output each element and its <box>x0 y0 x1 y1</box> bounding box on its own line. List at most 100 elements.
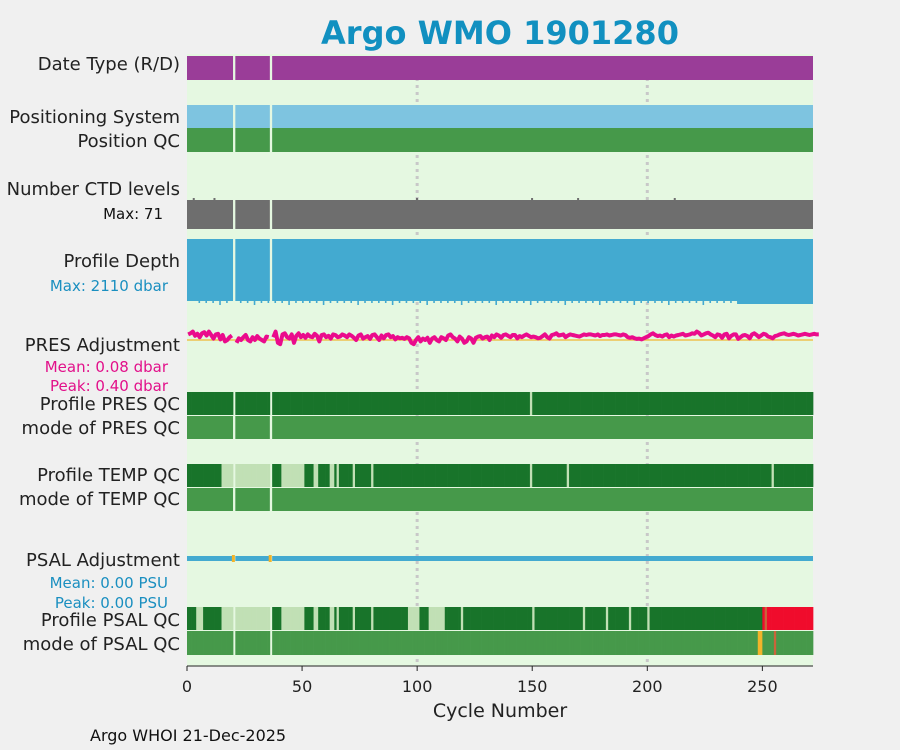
psal-profile-qc-cell <box>414 607 418 630</box>
psal-profile-qc-cell <box>674 607 678 630</box>
psal-mode-qc-cell <box>605 631 609 655</box>
pres-profile-qc-cell <box>451 392 455 415</box>
psal-mode-qc-cell <box>617 631 621 655</box>
temp-profile-qc-cell <box>327 464 331 487</box>
temp-profile-qc-cell <box>311 464 314 487</box>
psal-mode-qc-cell <box>555 631 558 655</box>
psal-mode-qc-cell <box>760 631 763 655</box>
pres-profile-qc-cell <box>430 392 434 415</box>
psal-profile-qc-cell <box>396 607 400 630</box>
pres-profile-qc-cell <box>730 392 733 415</box>
depth-shallow-mark <box>543 301 546 303</box>
psal-profile-qc-cell <box>322 607 326 630</box>
psal-profile-qc-cell <box>334 607 337 630</box>
temp-profile-qc-cell <box>389 464 393 487</box>
label-mode-temp-qc: mode of TEMP QC <box>19 489 180 510</box>
temp-profile-qc-cell <box>753 464 756 487</box>
pres-profile-qc-cell <box>668 392 671 415</box>
psal-profile-qc-cell <box>681 607 685 630</box>
pres-profile-qc-cell <box>516 392 519 415</box>
psal-mode-qc-cell <box>502 631 505 655</box>
temp-profile-qc-cell <box>352 464 356 487</box>
psal-profile-qc-cell <box>723 607 726 630</box>
psal-profile-qc-cell <box>453 607 457 630</box>
psal-profile-qc-cell <box>716 607 719 630</box>
pres-profile-qc-cell <box>548 392 551 415</box>
depth-shallow-mark <box>308 301 311 303</box>
pres-profile-qc-cell <box>691 392 694 415</box>
psal-mode-qc-cell <box>730 631 733 655</box>
temp-profile-qc-cell <box>589 464 593 487</box>
psal-adjustment-mark <box>231 555 235 562</box>
temp-profile-qc-cell <box>193 464 197 487</box>
psal-profile-qc-cell <box>341 607 344 630</box>
pres-profile-qc-cell <box>546 392 549 415</box>
pres-profile-qc-cell <box>219 392 222 415</box>
psal-profile-qc-cell <box>730 607 733 630</box>
pres-profile-qc-cell <box>435 392 439 415</box>
psal-mode-qc-cell <box>681 631 685 655</box>
label-profile-pres-qc: Profile PRES QC <box>40 394 180 415</box>
psal-mode-qc-cell <box>371 631 374 655</box>
psal-mode-qc-cell <box>262 631 266 655</box>
psal-profile-qc-cell <box>200 607 204 630</box>
psal-profile-qc-cell <box>557 607 561 630</box>
temp-profile-qc-cell <box>582 464 586 487</box>
psal-profile-qc-cell <box>612 607 616 630</box>
temp-profile-qc-cell <box>295 464 298 487</box>
pres-profile-qc-cell <box>205 392 209 415</box>
psal-mode-qc-cell <box>711 631 715 655</box>
psal-profile-qc-cell <box>258 607 261 630</box>
temp-profile-qc-cell <box>442 464 446 487</box>
pres-profile-qc-cell <box>285 392 289 415</box>
psal-mode-qc-cell <box>331 631 335 655</box>
temp-profile-qc-cell <box>665 464 669 487</box>
temp-profile-qc-cell <box>481 464 485 487</box>
pres-profile-qc-cell <box>295 392 298 415</box>
label-position-qc: Position QC <box>77 131 180 152</box>
depth-shallow-mark <box>391 301 394 305</box>
temp-profile-qc-cell <box>769 464 772 487</box>
psal-profile-qc-cell <box>435 607 439 630</box>
pres-profile-qc-cell <box>504 392 508 415</box>
pres-profile-qc-cell <box>624 392 627 415</box>
psal-mode-qc-cell <box>720 631 724 655</box>
psal-profile-qc-cell <box>624 607 627 630</box>
psal-mode-qc-cell <box>603 631 607 655</box>
temp-qc-row <box>187 464 814 511</box>
temp-profile-qc-cell <box>253 464 257 487</box>
temp-profile-qc-cell <box>541 464 545 487</box>
psal-profile-qc-cell <box>787 607 791 630</box>
psal-profile-qc-cell <box>249 607 252 630</box>
psal-profile-qc-cell <box>506 607 510 630</box>
pres-profile-qc-cell <box>787 392 791 415</box>
pres-profile-qc-cell <box>299 392 303 415</box>
pres-profile-qc-cell <box>573 392 577 415</box>
psal-mode-qc-cell <box>207 631 211 655</box>
pres-profile-qc-cell <box>799 392 802 415</box>
temp-profile-qc-cell <box>661 464 664 487</box>
depth-shallow-mark <box>412 301 415 303</box>
temp-profile-qc-cell <box>617 464 621 487</box>
psal-mode-qc-cell <box>654 631 657 655</box>
pres-profile-qc-cell <box>249 392 252 415</box>
pres-profile-qc-cell <box>677 392 680 415</box>
psal-profile-qc-cell <box>566 607 570 630</box>
temp-profile-qc-cell <box>693 464 696 487</box>
temp-profile-qc-cell <box>493 464 496 487</box>
temp-profile-qc-cell <box>559 464 563 487</box>
psal-mode-qc-cell <box>714 631 717 655</box>
temp-profile-qc-cell <box>691 464 694 487</box>
psal-mode-qc-cell <box>419 631 423 655</box>
psal-mode-qc-cell <box>216 631 220 655</box>
depth-shallow-mark <box>654 301 656 303</box>
psal-profile-qc-cell <box>437 607 441 630</box>
temp-profile-qc-cell <box>297 464 301 487</box>
psal-profile-qc-cell <box>299 607 303 630</box>
pres-profile-qc-cell <box>520 392 524 415</box>
psal-profile-qc-cell <box>806 607 809 630</box>
temp-profile-qc-cell <box>725 464 729 487</box>
depth-shallow-mark <box>212 301 214 303</box>
psal-profile-qc-cell <box>552 607 556 630</box>
psal-profile-qc-cell <box>727 607 731 630</box>
